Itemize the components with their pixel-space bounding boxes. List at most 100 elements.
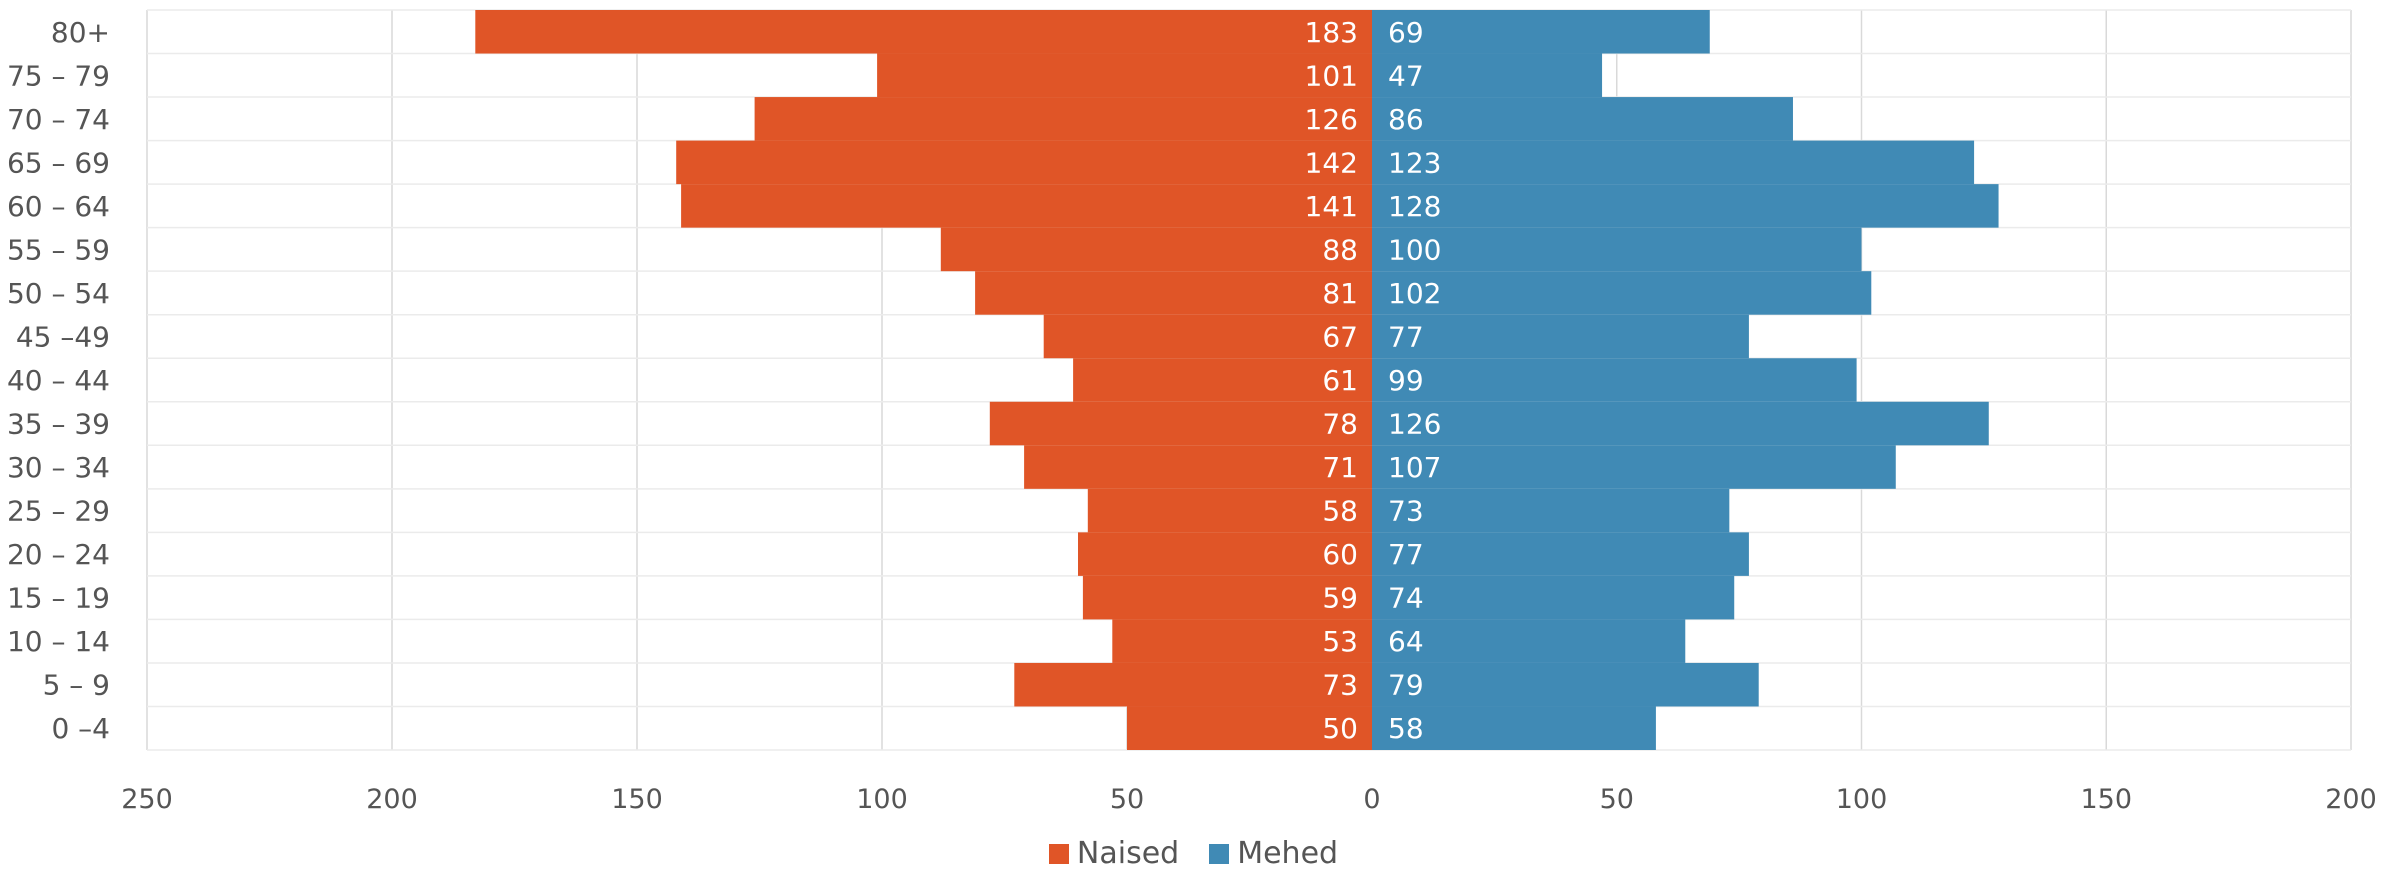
x-tick-label: 100 — [856, 784, 908, 815]
data-label-naised: 50 — [1322, 712, 1358, 745]
data-label-naised: 61 — [1322, 364, 1358, 397]
bar-naised[interactable] — [989, 401, 1372, 446]
bar-naised[interactable] — [877, 53, 1372, 98]
data-label-naised: 183 — [1305, 16, 1358, 49]
legend: Naised Mehed — [0, 836, 2387, 871]
bar-mehed[interactable] — [1372, 184, 1999, 228]
bar-naised[interactable] — [1043, 314, 1372, 359]
bar-mehed[interactable] — [1372, 532, 1749, 576]
bar-naised[interactable] — [1082, 575, 1372, 620]
bar-naised[interactable] — [1014, 662, 1372, 707]
data-label-naised: 60 — [1322, 538, 1358, 571]
category-label: 0 –4 — [51, 712, 110, 745]
data-label-naised: 58 — [1322, 495, 1358, 528]
category-label: 25 – 29 — [7, 495, 110, 528]
x-tick-label: 150 — [2080, 784, 2132, 815]
category-label: 40 – 44 — [7, 364, 110, 397]
data-label-naised: 73 — [1322, 669, 1358, 702]
category-label: 55 – 59 — [7, 233, 110, 266]
bar-naised[interactable] — [1024, 445, 1372, 489]
bar-naised[interactable] — [681, 184, 1372, 228]
bar-mehed[interactable] — [1372, 619, 1686, 663]
data-label-mehed: 73 — [1388, 495, 1424, 528]
legend-swatch-mehed — [1209, 843, 1230, 864]
bar-mehed[interactable] — [1372, 140, 1975, 185]
bar-naised[interactable] — [676, 140, 1372, 185]
category-label: 50 – 54 — [7, 277, 110, 310]
bar-naised[interactable] — [754, 97, 1372, 141]
category-labels: 80+ 75 – 79 70 – 74 65 – 69 60 – 64 55 – 59 50… — [7, 16, 110, 745]
category-label: 80+ — [51, 16, 110, 49]
data-label-mehed: 102 — [1388, 277, 1441, 310]
data-label-naised: 141 — [1305, 190, 1358, 223]
x-tick-label: 100 — [1836, 784, 1888, 815]
bar-mehed[interactable] — [1372, 575, 1735, 620]
x-tick-label: 150 — [611, 784, 663, 815]
data-label-mehed: 77 — [1388, 320, 1424, 353]
legend-item-mehed[interactable]: Mehed — [1209, 836, 1338, 871]
data-label-naised: 53 — [1322, 625, 1358, 658]
data-label-naised: 88 — [1322, 233, 1358, 266]
data-label-mehed: 123 — [1388, 146, 1441, 179]
data-label-naised: 126 — [1305, 103, 1358, 136]
data-labels: 183 69 101 47 126 86 142 123 141 128 88 100 81 102 67 7… — [1305, 16, 1442, 745]
data-label-mehed: 77 — [1388, 538, 1424, 571]
bar-naised[interactable] — [1073, 358, 1372, 402]
x-axis-ticks: 250 200 150 100 50 0 50 100 150 200 — [121, 784, 2377, 815]
bar-mehed[interactable] — [1372, 358, 1857, 402]
bar-mehed[interactable] — [1372, 445, 1896, 489]
data-label-naised: 67 — [1322, 320, 1358, 353]
bar-naised[interactable] — [975, 271, 1372, 315]
data-label-mehed: 47 — [1388, 59, 1424, 92]
category-label: 60 – 64 — [7, 190, 110, 223]
data-label-mehed: 74 — [1388, 582, 1424, 615]
bar-mehed[interactable] — [1372, 271, 1872, 315]
data-label-naised: 81 — [1322, 277, 1358, 310]
x-tick-label: 0 — [1363, 784, 1380, 815]
bar-mehed[interactable] — [1372, 401, 1989, 446]
bar-naised[interactable] — [1112, 619, 1372, 663]
x-tick-label: 50 — [1110, 784, 1144, 815]
bars — [475, 10, 1999, 750]
legend-item-naised[interactable]: Naised — [1048, 836, 1180, 871]
data-label-naised: 101 — [1305, 59, 1358, 92]
data-label-mehed: 99 — [1388, 364, 1424, 397]
legend-swatch-naised — [1048, 843, 1069, 864]
data-label-mehed: 107 — [1388, 451, 1441, 484]
data-label-mehed: 128 — [1388, 190, 1441, 223]
legend-label-naised: Naised — [1076, 836, 1180, 871]
bar-mehed[interactable] — [1372, 488, 1730, 533]
data-label-naised: 142 — [1305, 146, 1358, 179]
data-label-mehed: 126 — [1388, 408, 1441, 441]
bar-mehed[interactable] — [1372, 706, 1656, 750]
category-label: 35 – 39 — [7, 408, 110, 441]
bar-mehed[interactable] — [1372, 10, 1710, 54]
category-label: 45 –49 — [16, 320, 110, 353]
bar-naised[interactable] — [1087, 488, 1372, 533]
category-label: 5 – 9 — [43, 669, 110, 702]
bar-naised[interactable] — [1127, 706, 1372, 750]
x-tick-label: 250 — [121, 784, 173, 815]
x-tick-label: 200 — [366, 784, 418, 815]
x-tick-label: 50 — [1600, 784, 1634, 815]
legend-label-mehed: Mehed — [1237, 836, 1339, 871]
bar-mehed[interactable] — [1372, 662, 1759, 707]
category-label: 75 – 79 — [7, 59, 110, 92]
category-label: 20 – 24 — [7, 538, 110, 571]
bar-naised[interactable] — [475, 10, 1372, 54]
bar-mehed[interactable] — [1372, 227, 1862, 272]
data-label-mehed: 86 — [1388, 103, 1424, 136]
data-label-naised: 78 — [1322, 408, 1358, 441]
data-label-naised: 59 — [1322, 582, 1358, 615]
category-label: 10 – 14 — [7, 625, 110, 658]
category-label: 30 – 34 — [7, 451, 110, 484]
bar-naised[interactable] — [940, 227, 1372, 272]
category-label: 15 – 19 — [7, 582, 110, 615]
bar-mehed[interactable] — [1372, 314, 1749, 359]
data-label-naised: 71 — [1322, 451, 1358, 484]
bar-naised[interactable] — [1078, 532, 1372, 576]
bar-mehed[interactable] — [1372, 97, 1793, 141]
bar-mehed[interactable] — [1372, 53, 1603, 98]
category-label: 70 – 74 — [7, 103, 110, 136]
